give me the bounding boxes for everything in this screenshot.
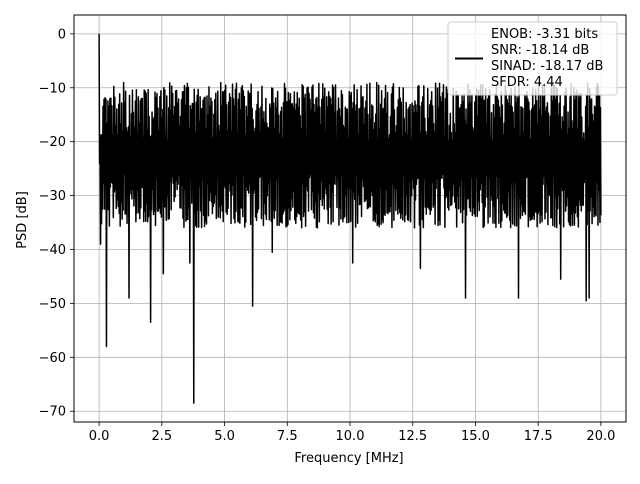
y-tick-label: −20 <box>39 135 66 150</box>
x-tick-label: 0.0 <box>89 429 110 444</box>
y-tick-label: −40 <box>39 243 66 258</box>
x-tick-label: 15.0 <box>461 429 490 444</box>
x-tick-label: 7.5 <box>277 429 298 444</box>
series-layer <box>98 33 602 404</box>
x-tick-label: 12.5 <box>398 429 427 444</box>
legend-entry-snr: SNR: -18.14 dB <box>491 43 589 58</box>
y-axis-label: PSD [dB] <box>15 191 30 249</box>
y-tick-label: −70 <box>39 405 66 420</box>
x-tick-label: 20.0 <box>586 429 615 444</box>
x-axis-ticks: 0.0 2.5 5.0 7.5 10.0 12.5 15.0 17.5 20.0 <box>89 422 615 444</box>
legend: ENOB: -3.31 bits SNR: -18.14 dB SINAD: -… <box>447 21 618 96</box>
y-tick-label: −50 <box>39 297 66 312</box>
y-tick-label: 0 <box>58 27 66 42</box>
psd-series-line <box>98 33 602 404</box>
legend-entry-enob: ENOB: -3.31 bits <box>491 27 598 42</box>
x-tick-label: 2.5 <box>151 429 172 444</box>
y-tick-label: −60 <box>39 351 66 366</box>
x-axis-label: Frequency [MHz] <box>294 451 403 466</box>
y-axis-ticks: 0 −10 −20 −30 −40 −50 −60 −70 <box>39 27 74 420</box>
x-tick-label: 17.5 <box>524 429 553 444</box>
x-tick-label: 5.0 <box>214 429 235 444</box>
legend-entry-sinad: SINAD: -18.17 dB <box>491 59 603 74</box>
legend-box <box>447 21 618 96</box>
x-tick-label: 10.0 <box>336 429 365 444</box>
y-tick-label: −30 <box>39 189 66 204</box>
legend-entry-sfdr: SFDR: 4.44 <box>491 75 563 90</box>
y-tick-label: −10 <box>39 81 66 96</box>
